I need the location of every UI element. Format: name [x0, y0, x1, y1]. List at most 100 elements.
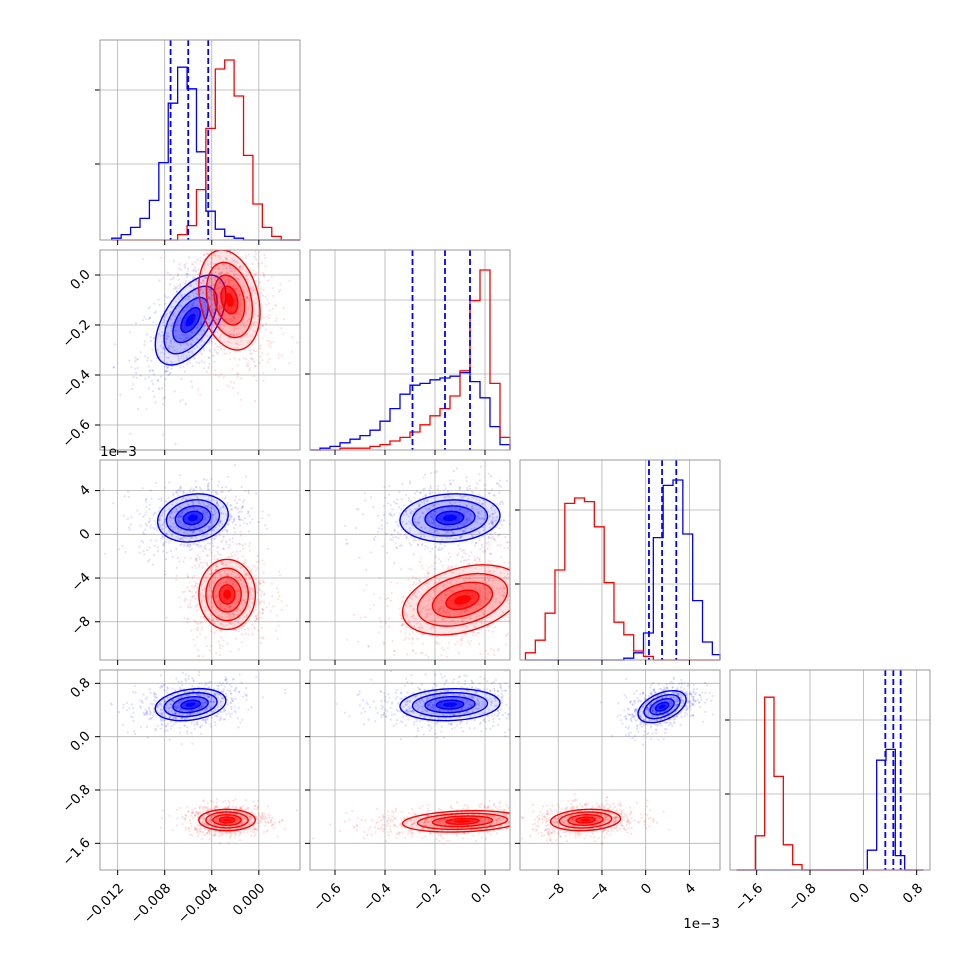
scatter-panel-3-0-red-contour-0 [198, 808, 256, 832]
scatter-panel-3-1-blue-contour-2 [424, 695, 476, 714]
scatter-panel-1-0-frame [99, 249, 301, 451]
x-tick-label-0-3: 0.000 [230, 880, 269, 919]
scatter-panel-2-1-red-contour-3 [445, 589, 480, 611]
scatter-panel-1-0-blue-density-4 [185, 313, 196, 327]
scatter-panel-2-1-content [344, 460, 510, 659]
hist-panel-0-frame [99, 39, 301, 241]
scatter-panel-2-1-blue-contour-0 [399, 493, 501, 543]
scatter-panel-3-1-blue-points [335, 670, 510, 741]
scatter-panel-2-1-frame [309, 459, 511, 661]
x-tick-label-1-3: 0.0 [468, 880, 495, 907]
scatter-panel-3-2-content [520, 676, 715, 846]
x-tick-label-1-0: −0.6 [310, 880, 344, 914]
scatter-panel-3-2-blue-contour-1 [643, 693, 681, 720]
scatter-panel-3-1-blue-contour-1 [411, 691, 489, 718]
y-offset-label-2: 1e−3 [100, 444, 137, 460]
scatter-panel-3-2-red-contour-0 [549, 808, 622, 832]
scatter-panel-1-0-content [112, 250, 299, 446]
x-tick-label-2-0: −8 [542, 880, 567, 905]
scatter-panel-3-0-blue-contour-0 [154, 687, 227, 722]
scatter-panel-1-0-grid [100, 250, 300, 450]
hist-panel-2-red-histogram [524, 497, 720, 661]
scatter-panel-2-1-red-density-4 [454, 594, 471, 605]
scatter-panel-3-2-blue-contour-3 [654, 701, 670, 712]
scatter-panel-3-1-blue-contour-3 [435, 699, 465, 710]
scatter-panel-1-0-blue-contour-3 [180, 306, 201, 334]
scatter-panel-2-1-blue-contour-2 [424, 505, 476, 531]
x-offset-label-2: 1e−3 [683, 916, 720, 932]
y-tick-label-1-2: −0.2 [59, 317, 93, 351]
scatter-panel-3-2-red-contour-3 [575, 816, 596, 824]
y-tick-label-1-0: −0.6 [59, 417, 93, 451]
scatter-panel-3-1-blue-contour-0 [399, 687, 501, 722]
y-tick-label-2-2: 0 [76, 526, 93, 543]
hist-panel-3-frame [729, 669, 931, 871]
scatter-panel-1-0-blue-contour-1 [163, 285, 218, 355]
hist-panel-1-grid [310, 250, 510, 450]
x-tick-label-2-3: 4 [682, 880, 699, 897]
scatter-panel-2-0-red-contour-2 [212, 576, 242, 613]
scatter-panel-1-0-red-density-4 [225, 293, 234, 308]
x-tick-label-3-0: −1.6 [732, 880, 766, 914]
hist-panel-0-red-histogram [111, 59, 300, 241]
scatter-panel-3-0-grid [100, 670, 300, 870]
scatter-panel-2-1-red-contour-2 [431, 581, 494, 619]
scatter-panel-2-0-blue-contour-0 [156, 493, 229, 543]
scatter-panel-3-2-red-contour-1 [558, 811, 613, 829]
hist-panel-1-frame [309, 249, 511, 451]
scatter-panel-3-2-red-density-4 [580, 818, 591, 822]
scatter-panel-3-0-frame [99, 669, 301, 871]
scatter-panel-3-0-blue-contour-2 [172, 695, 209, 714]
scatter-panel-2-1-blue-contour-3 [435, 510, 465, 526]
scatter-panel-3-0-content [109, 670, 299, 845]
scatter-panel-3-1-red-contour-0 [401, 809, 510, 833]
scatter-panel-2-1-grid [310, 460, 510, 660]
y-tick-label-2-1: −4 [68, 570, 93, 595]
scatter-panel-1-0-red-contour-2 [213, 274, 246, 326]
scatter-panel-3-0-red-density-4 [223, 818, 232, 822]
x-tick-label-2-2: 0 [638, 880, 655, 897]
scatter-panel-2-0-red-contour-1 [205, 567, 250, 622]
x-tick-label-0-1: −0.008 [128, 880, 175, 927]
scatter-panel-3-2-grid [520, 670, 720, 870]
scatter-panel-3-1-red-contour-2 [431, 815, 494, 828]
hist-panel-2-frame [519, 459, 721, 661]
scatter-panel-3-1-red-contour-1 [416, 812, 509, 831]
x-tick-label-1-1: −0.4 [360, 880, 394, 914]
scatter-panel-2-0-blue-contour-2 [174, 505, 212, 531]
scatter-panel-3-1-grid [310, 670, 510, 870]
y-tick-label-3-0: −1.6 [59, 835, 93, 869]
scatter-panel-2-0-red-density-4 [223, 589, 232, 600]
y-tick-label-3-1: −0.8 [59, 782, 93, 816]
scatter-panel-2-1-red-contour-0 [401, 564, 510, 636]
scatter-panel-1-0-red-contour-3 [220, 285, 239, 315]
scatter-panel-3-2-blue-contour-2 [649, 697, 675, 716]
scatter-panel-2-0-blue-contour-3 [182, 510, 204, 526]
x-tick-label-3-1: −0.8 [785, 880, 819, 914]
scatter-panel-2-0-frame [99, 459, 301, 661]
x-tick-label-0-2: −0.004 [175, 880, 222, 927]
x-tick-label-3-2: 0.0 [846, 880, 873, 907]
scatter-panel-3-1-red-contour-3 [445, 817, 480, 825]
scatter-panel-2-0-red-contour-3 [218, 584, 236, 605]
hist-panel-2-grid [520, 460, 720, 660]
scatter-panel-2-0-blue-density-4 [188, 514, 198, 522]
scatter-panel-3-2-blue-density-4 [658, 704, 666, 709]
y-tick-label-2-3: 4 [76, 482, 93, 499]
scatter-panel-3-0-blue-contour-3 [180, 699, 201, 710]
x-tick-label-1-2: −0.2 [410, 880, 444, 914]
scatter-panel-3-1-content [312, 670, 510, 843]
scatter-panel-1-0-blue-contour-2 [172, 296, 209, 344]
hist-panel-1-red-histogram [310, 269, 511, 451]
scatter-panel-3-2-frame [519, 669, 721, 871]
hist-panel-3-grid [730, 670, 930, 870]
x-tick-label-3-3: 0.8 [900, 880, 927, 907]
scatter-panel-3-0-blue-contour-1 [163, 691, 218, 718]
scatter-panel-2-0-red-contour-0 [198, 558, 257, 631]
scatter-panel-2-1-red-contour-1 [416, 572, 509, 627]
scatter-panel-2-0-content [102, 463, 299, 660]
scatter-panel-3-1-blue-density-4 [443, 702, 457, 707]
x-tick-label-2-1: −4 [586, 880, 611, 905]
scatter-panel-2-1-blue-contour-1 [411, 499, 489, 537]
